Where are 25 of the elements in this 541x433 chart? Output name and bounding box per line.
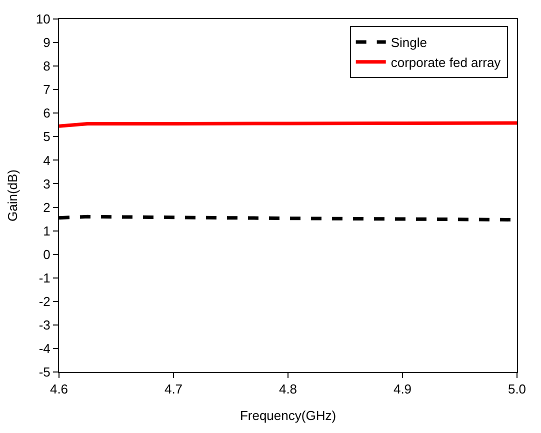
y-tick-label: 5 <box>43 129 50 144</box>
x-tick-label: 4.6 <box>50 382 68 397</box>
y-tick-label: 3 <box>43 176 50 192</box>
y-tick-label: 9 <box>43 35 50 50</box>
x-tick-label: 4.7 <box>164 382 183 397</box>
x-axis-title: Frequency(GHz) <box>240 408 336 424</box>
y-tick-label: -1 <box>38 270 50 286</box>
x-tick-label: 4.8 <box>278 382 298 397</box>
y-tick-label: 7 <box>43 82 50 98</box>
y-tick-label: 0 <box>43 246 50 262</box>
y-axis-title: Gain(dB) <box>4 169 20 222</box>
x-tick-label: 4.9 <box>393 382 412 397</box>
y-tick-label: 6 <box>43 106 50 121</box>
x-tick-label: 5.0 <box>508 382 526 397</box>
y-tick-label: -5 <box>38 364 50 380</box>
y-tick-label: 10 <box>36 12 50 27</box>
y-tick-label: 4 <box>43 152 50 168</box>
legend-label: corporate fed array <box>390 54 502 70</box>
legend-label: Single <box>390 35 427 50</box>
y-tick-label: 2 <box>43 200 50 215</box>
y-tick-label: -4 <box>38 341 50 356</box>
y-tick-label: 1 <box>43 223 50 238</box>
y-tick-label: 8 <box>43 58 50 74</box>
y-tick-label: -2 <box>38 294 50 309</box>
y-tick-label: -3 <box>38 317 50 332</box>
